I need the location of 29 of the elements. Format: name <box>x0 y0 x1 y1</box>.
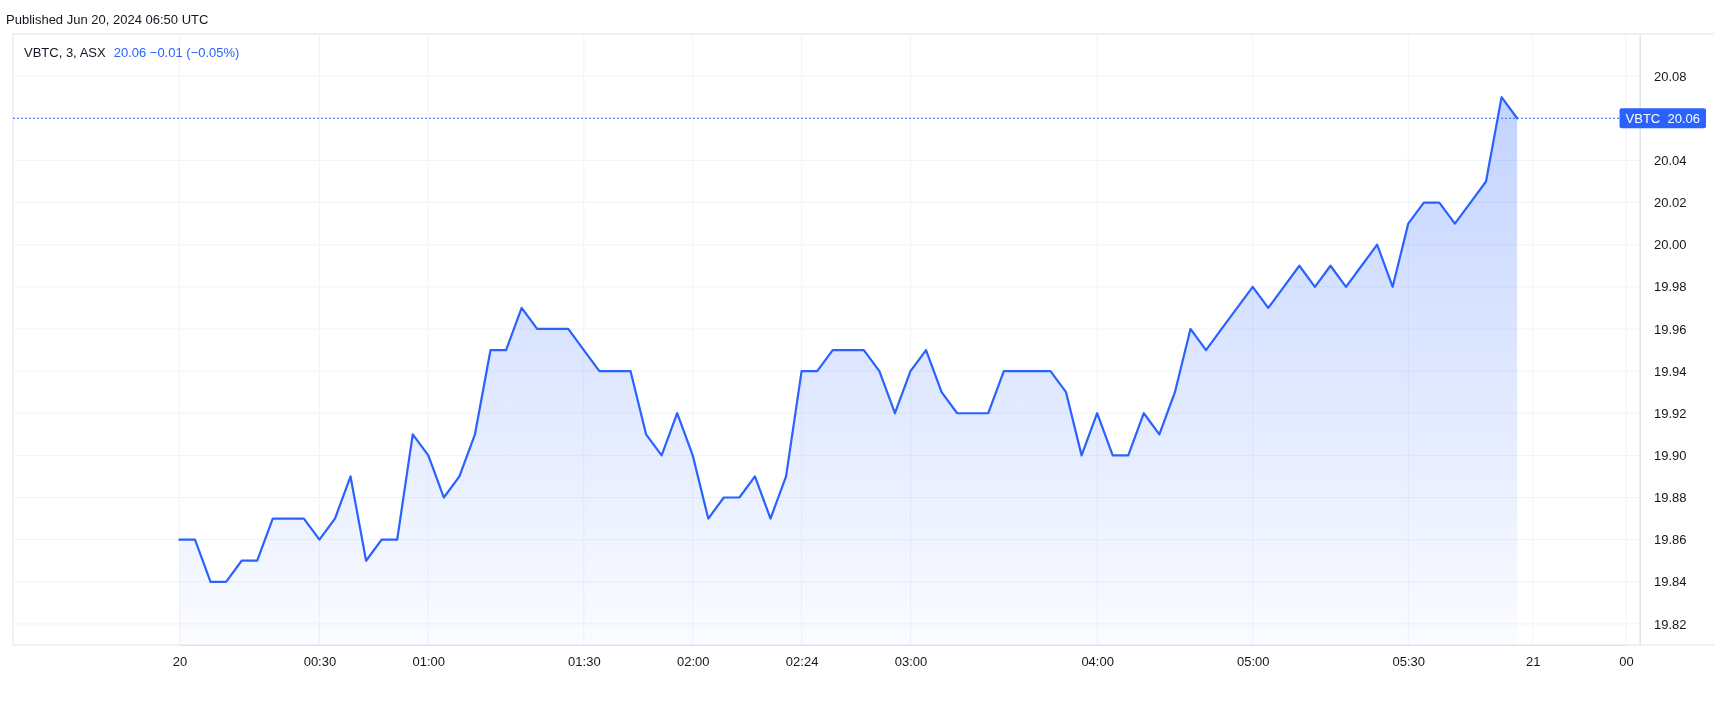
ref-line-label: VBTC 20.06 <box>1625 111 1700 127</box>
y-tick-label: 19.86 <box>1654 532 1687 548</box>
y-tick-label: 19.82 <box>1654 616 1687 632</box>
y-tick-label: 19.94 <box>1654 363 1687 379</box>
x-tick-label: 01:00 <box>412 654 446 670</box>
y-tick-label: 19.98 <box>1654 279 1687 295</box>
x-tick-label: 03:00 <box>894 654 928 670</box>
y-tick-label: 19.84 <box>1654 574 1687 590</box>
x-tick-label: 05:30 <box>1392 654 1426 670</box>
y-tick-label: 20.02 <box>1654 195 1687 211</box>
y-tick-label: 19.92 <box>1654 405 1687 421</box>
x-tick-label: 00 <box>1619 654 1634 670</box>
x-tick-label: 02:00 <box>676 654 710 670</box>
text: VBTC, 3, ASX <box>24 45 106 60</box>
y-tick-label: 20.04 <box>1654 153 1687 169</box>
x-tick-label: 04:00 <box>1081 654 1114 670</box>
y-tick-label: 20.08 <box>1654 68 1687 84</box>
y-tick-label: 19.90 <box>1654 448 1687 464</box>
y-tick-label: 20.00 <box>1654 237 1687 253</box>
x-tick-label: 02:24 <box>785 654 819 670</box>
text: Published Jun 20, 2024 06:50 UTC <box>6 12 209 27</box>
x-tick-label: 00:30 <box>303 654 337 670</box>
y-tick-label: 19.96 <box>1654 321 1687 337</box>
x-tick-label: 05:00 <box>1236 654 1270 670</box>
x-tick-label: 21 <box>1525 654 1541 670</box>
x-tick-label: 01:30 <box>568 654 601 670</box>
y-tick-label: 19.88 <box>1654 490 1687 506</box>
text: 20.06 −0.01 (−0.05%) <box>113 45 240 60</box>
x-tick-label: 20 <box>172 654 188 670</box>
